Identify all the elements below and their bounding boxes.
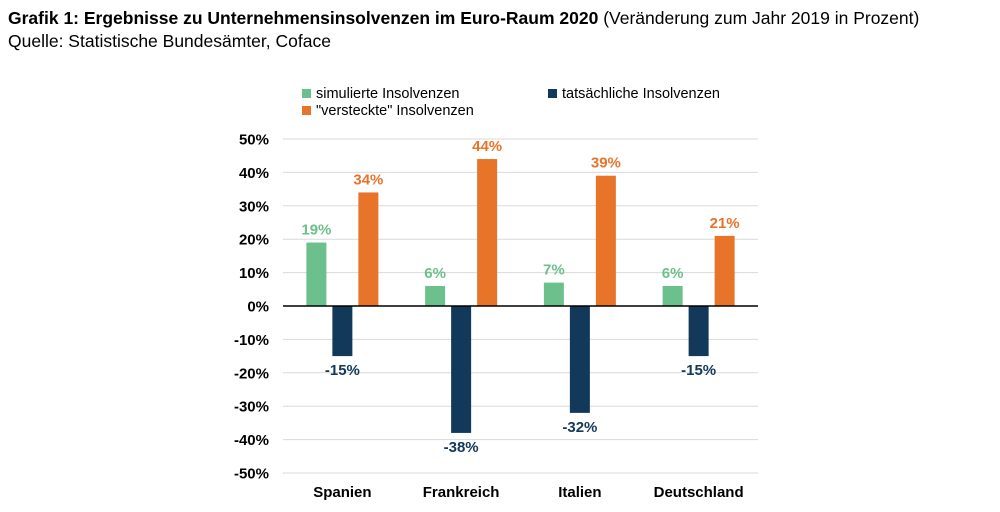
y-tick-label: 40%	[239, 165, 269, 182]
bar	[306, 242, 327, 306]
x-tick-label: Spanien	[313, 484, 371, 501]
y-tick-label: 0%	[247, 299, 269, 316]
bar	[543, 282, 564, 306]
y-tick-label: -10%	[234, 332, 269, 349]
data-label: -15%	[325, 362, 360, 379]
y-tick-label: 10%	[239, 265, 269, 282]
x-tick-label: Italien	[558, 484, 601, 501]
data-label: 21%	[710, 215, 740, 232]
data-label: 34%	[353, 171, 383, 188]
x-tick-label: Deutschland	[654, 484, 744, 501]
data-label: 7%	[543, 262, 565, 279]
x-tick-label: Frankreich	[423, 484, 500, 501]
y-tick-label: -20%	[234, 365, 269, 382]
legend-swatch	[302, 106, 311, 115]
data-label: -38%	[444, 439, 479, 456]
legend-label: "versteckte" Insolvenzen	[316, 103, 474, 119]
chart-title: Grafik 1: Ergebnisse zu Unternehmensinso…	[8, 8, 919, 29]
bar	[595, 175, 616, 306]
bar	[332, 306, 353, 357]
y-tick-label: 50%	[239, 132, 269, 149]
legend-swatch	[302, 89, 311, 98]
legend-swatch	[548, 89, 557, 98]
data-label: 6%	[424, 265, 446, 282]
data-label: 39%	[591, 155, 621, 172]
legend-label: tatsächliche Insolvenzen	[562, 86, 720, 102]
y-tick-label: -50%	[234, 466, 269, 483]
data-label: -32%	[562, 419, 597, 436]
data-label: 19%	[301, 222, 331, 239]
legend-label: simulierte Insolvenzen	[316, 86, 459, 102]
bar	[714, 235, 735, 306]
chart-source: Quelle: Statistische Bundesämter, Coface	[8, 31, 331, 51]
y-tick-label: 20%	[239, 232, 269, 249]
bar	[688, 306, 709, 357]
data-label: -15%	[681, 362, 716, 379]
bar	[451, 306, 472, 433]
bar	[425, 285, 446, 306]
bar	[662, 285, 683, 306]
data-label: 6%	[662, 265, 684, 282]
bar	[477, 159, 498, 306]
bar	[569, 306, 590, 413]
y-tick-label: -30%	[234, 399, 269, 416]
data-label: 44%	[472, 138, 502, 155]
bar	[358, 192, 379, 306]
y-tick-label: 30%	[239, 198, 269, 215]
chart-title-main: Grafik 1: Ergebnisse zu Unternehmensinso…	[8, 8, 599, 28]
y-tick-label: -40%	[234, 432, 269, 449]
chart-title-suffix: (Veränderung zum Jahr 2019 in Prozent)	[603, 8, 920, 28]
